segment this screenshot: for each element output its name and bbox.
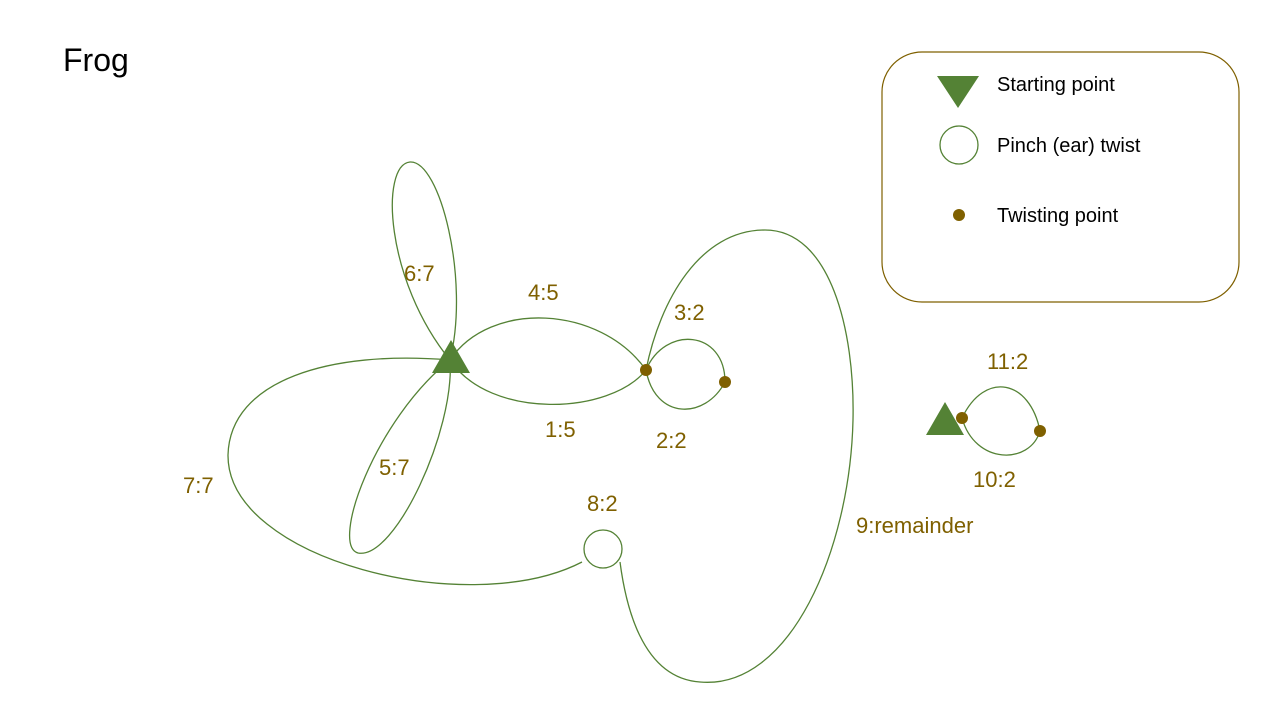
twisting-point-icon [953,209,965,221]
twisting-point-a [640,364,652,376]
bubble-2-curve [645,369,726,410]
twisting-point-c [956,412,968,424]
bubble-4-label: 4:5 [528,280,559,305]
legend: Starting point Pinch (ear) twist Twistin… [881,51,1240,303]
bubble-1-label: 1:5 [545,417,576,442]
bubble-1-curve [449,359,647,406]
bubble-9-label: 9:remainder [856,513,973,538]
legend-starting-point-label: Starting point [997,74,1115,96]
bubble-labels: 6:7 4:5 3:2 1:5 2:2 5:7 7:7 8:2 9:remain… [183,261,1028,538]
bubble-11-curve [961,386,1041,432]
frog-separate-piece [926,386,1046,456]
bubble-6-curve [391,161,458,361]
bubble-2-label: 2:2 [656,428,687,453]
legend-pinch-twist-label: Pinch (ear) twist [997,135,1141,157]
bubble-5-curve [349,359,451,554]
pinch-twist-8 [583,529,623,569]
starting-point-marker-2 [926,402,964,435]
legend-twisting-point-label: Twisting point [997,205,1119,227]
bubble-9-curve [619,229,854,683]
twisting-point-b [719,376,731,388]
bubble-10-label: 10:2 [973,467,1016,492]
twisting-point-d [1034,425,1046,437]
bubble-7-curve [227,357,583,586]
bubble-4-curve [449,317,647,371]
bubble-10-curve [961,417,1041,456]
starting-point-icon [937,76,979,108]
legend-box [881,51,1240,303]
bubble-6-label: 6:7 [404,261,435,286]
bubble-8-label: 8:2 [587,491,618,516]
frog-main-structure [227,161,854,683]
starting-point-marker [432,340,470,373]
bubble-7-label: 7:7 [183,473,214,498]
bubble-3-curve [645,338,726,383]
bubble-3-label: 3:2 [674,300,705,325]
pinch-twist-icon [939,125,979,165]
page-title: Frog [63,42,129,78]
bubble-11-label: 11:2 [987,349,1028,374]
bubble-5-label: 5:7 [379,455,410,480]
